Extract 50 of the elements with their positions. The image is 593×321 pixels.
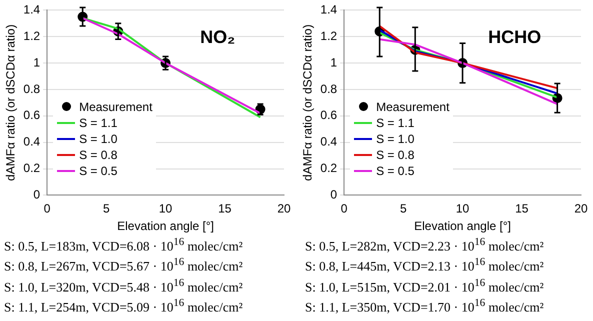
legend-label: S = 0.8 [376,147,414,164]
text: S: 0.8, L=445m, VCD=2.13 · 10$^{16}$ molec/cm² [305,255,544,275]
x-tick-label: 0 [44,202,51,216]
legend-label: Measurement [376,99,450,116]
x-tick-label: 20 [277,202,291,216]
y-tick-label: 0 [330,188,338,202]
legend-label: S = 1.1 [79,115,118,132]
y-tick-label: 0.6 [320,108,338,122]
y-tick-label: 0.4 [320,134,338,149]
legend-label: S = 0.5 [79,163,118,180]
text: NO₂ [200,27,236,48]
text: S: 0.5, L=282m, VCD=2.23 · 10$^{16}$ molec/cm² [305,235,544,254]
y-tick-label: 1.4 [320,2,338,17]
y-axis-title: dAMFα ratio (or dSCDα ratio) [300,24,315,181]
y-tick-label: 0.2 [320,161,338,176]
text: S: 1.0, L=320m, VCD=5.48 · 10$^{16}$ molec/cm² [4,276,243,295]
y-tick-label: 0.8 [320,82,338,96]
y-tick-label: 1 [330,55,338,70]
text: S: 0.8, L=267m, VCD=5.67 · 10$^{16}$ molec/cm² [4,255,243,275]
x-tick-label: 15 [515,202,529,216]
legend-label: S = 0.8 [79,147,118,164]
legend-label: S = 1.0 [79,131,118,148]
legend-label: S = 1.1 [376,115,414,132]
text: S: 1.1, L=254m, VCD=5.09 · 10$^{16}$ molec/cm² [4,296,243,316]
text: S: 1.1, L=350m, VCD=1.70 · 10$^{16}$ molec/cm² [305,296,544,316]
legend-label: S = 0.5 [376,163,414,180]
y-axis-title: dAMFα ratio (or dSCDα ratio) [4,24,18,181]
y-tick-label: 0.6 [23,108,40,122]
x-tick-label: 10 [456,202,470,216]
y-tick-label: 1.2 [23,28,40,43]
x-tick-label: 5 [400,202,407,216]
text: S: 0.5, L=183m, VCD=6.08 · 10$^{16}$ molec/cm² [4,235,243,254]
text: S: 1.0, L=515m, VCD=2.01 · 10$^{16}$ molec/cm² [305,276,544,295]
x-tick-label: 10 [158,202,173,216]
y-tick-label: 0 [33,188,40,202]
text: HCHO [488,27,542,48]
y-tick-label: 1.4 [23,2,40,17]
y-tick-label: 1 [33,55,40,70]
y-tick-label: 0.4 [23,134,40,149]
x-tick-label: 20 [574,202,588,216]
x-axis-title: Elevation angle [°] [117,219,214,234]
x-tick-label: 0 [340,202,348,216]
legend-label: S = 1.0 [376,131,414,148]
y-tick-label: 0.8 [23,82,40,96]
y-tick-label: 0.2 [23,161,40,176]
x-tick-label: 5 [102,202,110,216]
y-tick-label: 1.2 [320,28,338,43]
x-axis-title: Elevation angle [°] [414,219,511,234]
x-tick-label: 15 [218,202,232,216]
legend-label: Measurement [79,99,152,116]
